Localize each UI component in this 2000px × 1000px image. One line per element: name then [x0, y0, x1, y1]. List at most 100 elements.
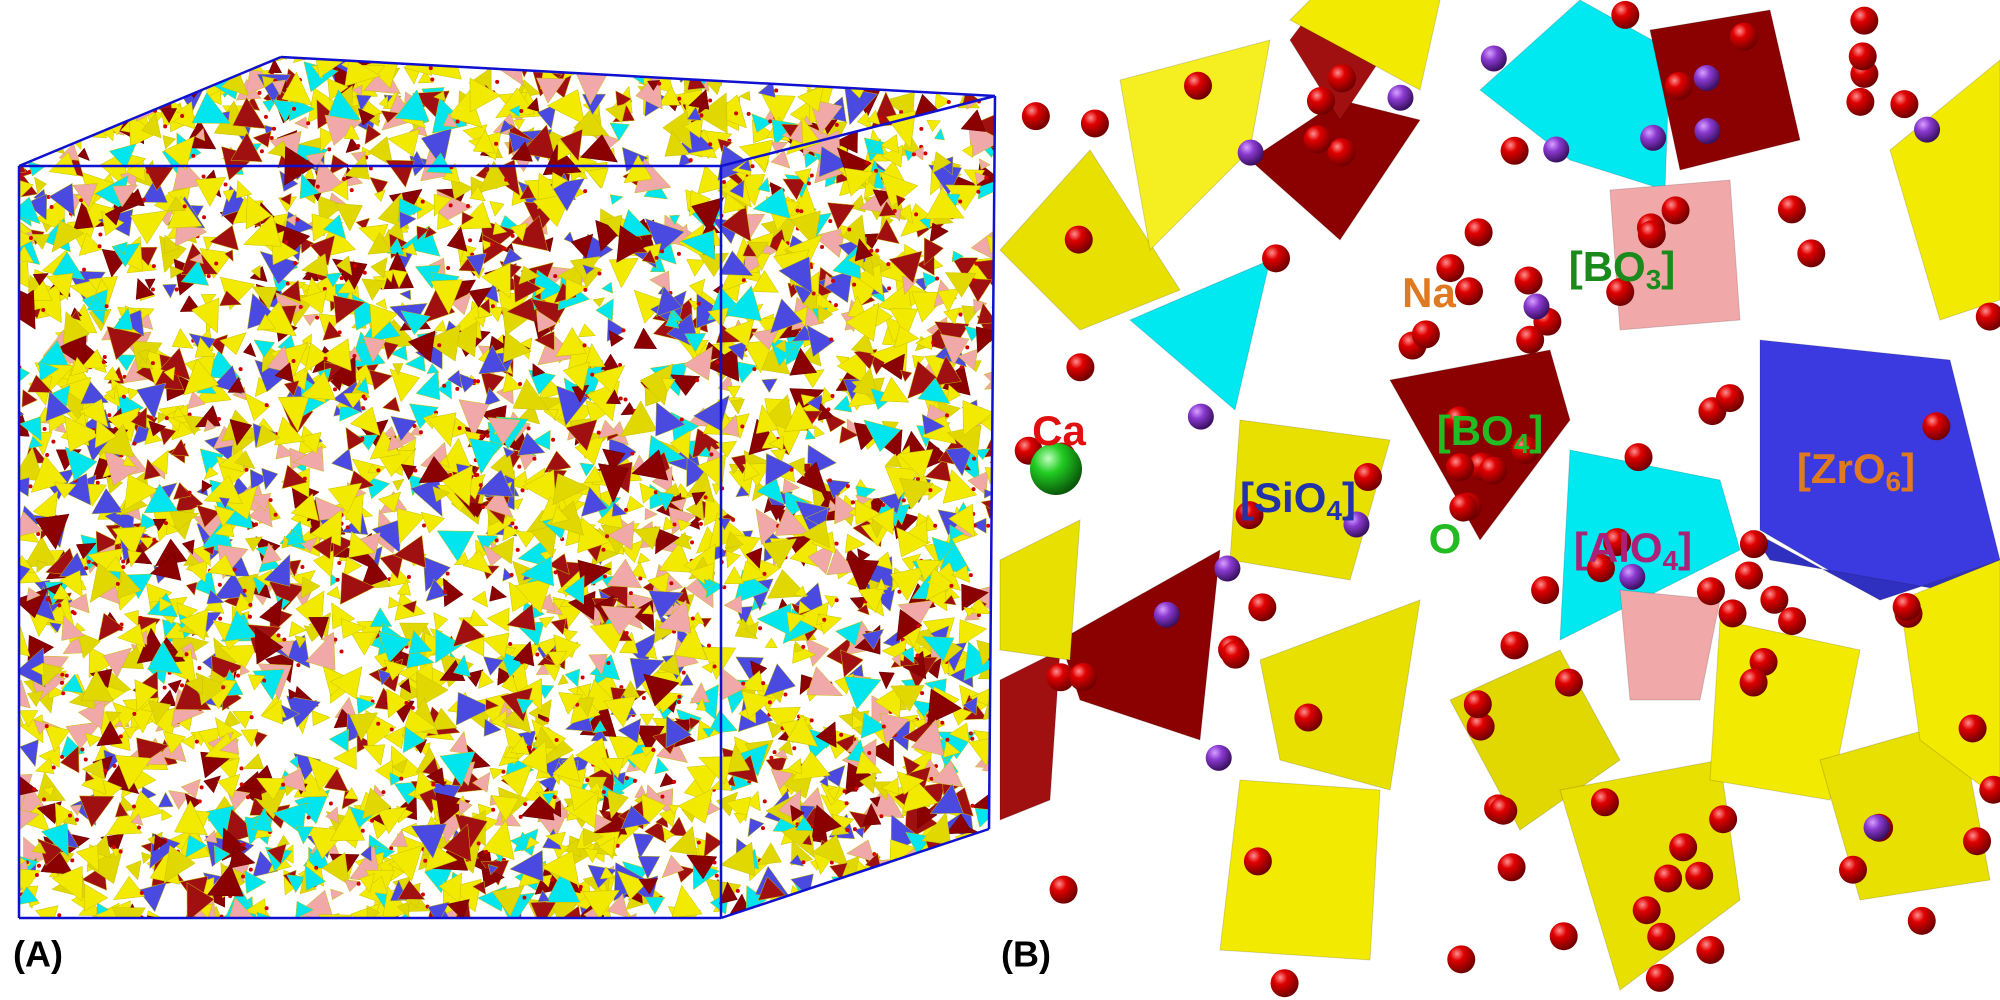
atom	[641, 695, 646, 700]
atom	[809, 718, 814, 723]
atom	[269, 135, 274, 140]
atom	[282, 637, 287, 642]
atom	[703, 495, 708, 500]
polyhedron	[75, 84, 87, 99]
polyhedron	[761, 378, 778, 394]
atom	[194, 739, 199, 744]
atom	[801, 644, 806, 649]
panel-label: (B)	[1001, 934, 1051, 975]
atom	[21, 132, 26, 137]
atom	[986, 523, 991, 528]
panel-b	[999, 0, 2000, 998]
polyhedron	[743, 340, 774, 374]
atom	[117, 374, 122, 379]
polyhedron	[57, 473, 92, 506]
polyhedron	[980, 497, 995, 519]
atom	[263, 114, 268, 119]
atom	[520, 488, 525, 493]
atom	[553, 570, 558, 575]
oxygen-atom	[1294, 703, 1323, 732]
polyhedron	[919, 859, 944, 888]
atom	[780, 907, 785, 912]
polyhedron	[711, 483, 723, 496]
polyhedron	[967, 470, 989, 496]
polyhedron	[893, 905, 915, 918]
atom	[775, 242, 780, 247]
atom	[246, 57, 251, 62]
atom	[900, 868, 905, 873]
polyhedron	[385, 159, 415, 188]
atom	[254, 522, 259, 527]
atom	[892, 209, 897, 214]
atom	[259, 149, 264, 154]
polyhedron	[647, 572, 670, 597]
atom	[389, 846, 394, 851]
polyhedron	[976, 883, 989, 895]
atom	[360, 436, 365, 441]
atom	[376, 468, 381, 473]
polyhedron	[392, 478, 405, 492]
polyhedron	[88, 646, 117, 678]
polyhedron	[667, 816, 689, 837]
oxygen-atom	[1739, 668, 1768, 697]
atom	[762, 571, 767, 576]
structure	[19, 57, 995, 918]
atom	[233, 61, 238, 66]
polyhedron	[151, 74, 169, 96]
polyhedron	[973, 57, 995, 72]
polyhedron	[701, 661, 715, 674]
atom	[245, 795, 250, 800]
polyhedron	[951, 57, 965, 61]
annotation-subscript: 3	[1646, 264, 1662, 295]
polyhedron	[117, 62, 142, 82]
atom	[698, 521, 703, 526]
atom	[118, 734, 123, 739]
polyhedron	[862, 803, 882, 826]
atom	[799, 209, 804, 214]
atom	[660, 249, 665, 254]
atom	[879, 814, 884, 819]
annotation-subscript: 6	[1886, 466, 1902, 497]
atom	[604, 534, 609, 539]
polyhedron	[875, 218, 900, 245]
polyhedron	[389, 829, 408, 848]
atom	[361, 406, 366, 411]
polyhedron	[668, 214, 681, 226]
box-edge	[720, 827, 990, 920]
atom	[874, 168, 879, 173]
atom	[714, 873, 719, 878]
polyhedron	[757, 842, 782, 866]
polyhedron	[87, 72, 102, 83]
polyhedron	[35, 57, 57, 76]
polyhedron	[459, 799, 473, 817]
atom	[42, 427, 47, 432]
polyhedron	[242, 753, 265, 770]
polyhedron	[983, 369, 995, 384]
atom	[845, 484, 850, 489]
polyhedron	[809, 895, 832, 917]
polyhedron	[78, 57, 103, 81]
oxygen-atom	[1411, 320, 1440, 349]
polyhedron	[114, 57, 149, 92]
oxygen-atom	[1892, 592, 1921, 621]
atom	[597, 271, 602, 276]
atom	[829, 337, 834, 342]
polyhedron	[404, 354, 426, 372]
atom	[722, 76, 727, 81]
polyhedron	[401, 242, 418, 256]
polyhedron	[104, 86, 134, 118]
polyhedron	[963, 916, 989, 918]
polyhedron	[550, 618, 567, 636]
atom	[302, 476, 307, 481]
atom	[968, 573, 973, 578]
polyhedron	[478, 57, 503, 69]
atom	[676, 251, 681, 256]
polyhedron	[853, 62, 876, 81]
atom	[532, 456, 537, 461]
polyhedron	[495, 87, 536, 119]
atom	[472, 379, 477, 384]
atom	[740, 424, 745, 429]
atom	[342, 177, 347, 182]
polyhedron	[650, 57, 668, 62]
polyhedron	[22, 88, 54, 113]
